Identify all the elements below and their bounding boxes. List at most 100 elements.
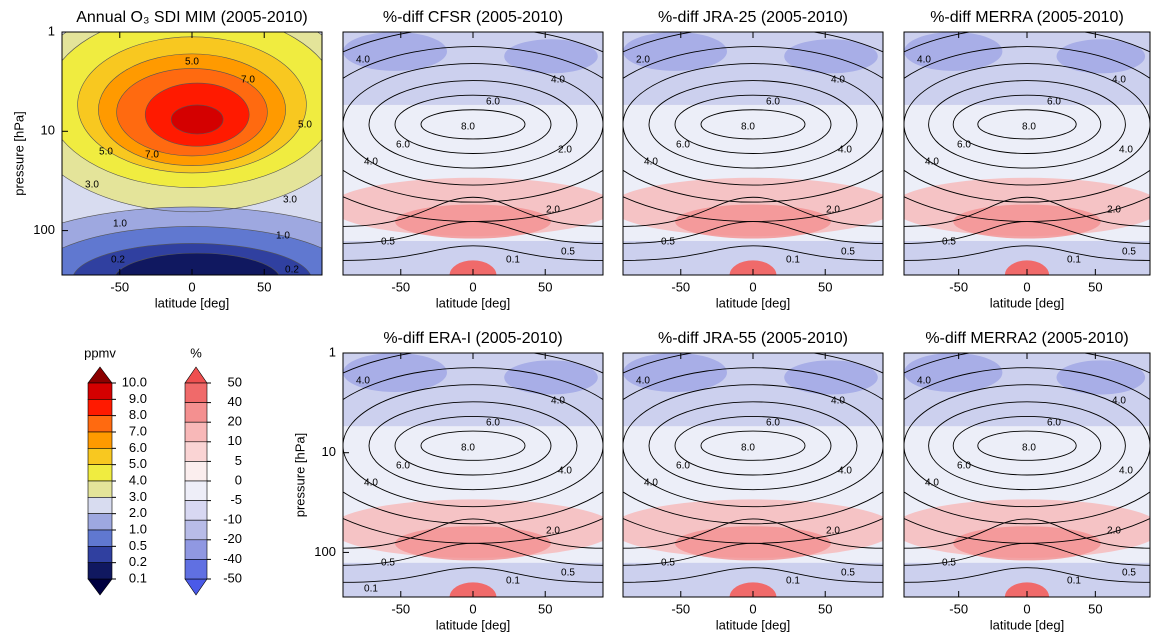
contour-label: 4.0 (1119, 145, 1133, 156)
colorbar-segment (87, 546, 113, 563)
colorbar-tick-label: 2.0 (129, 505, 147, 520)
contour-label: 4.0 (917, 55, 931, 66)
x-tick-label: -50 (391, 601, 410, 616)
contour-label: 4.0 (925, 157, 939, 168)
contour-label: 0.5 (841, 247, 855, 258)
contour-label: 6.0 (766, 97, 780, 108)
colorbar-segment (87, 480, 113, 498)
contour-label: 0.1 (786, 576, 800, 587)
colorbar-segment (184, 480, 208, 501)
contour-fill (674, 415, 832, 476)
contour-line (343, 245, 603, 261)
panel-title: %-diff MERRA (2005-2010) (930, 9, 1124, 26)
panel: 4.0 4.0 6.0 8.0 6.0 4.0 4.0 2.0 0.5 0.1 0.5 %-diff … (622, 330, 884, 632)
x-tick-label: 50 (257, 279, 271, 294)
y-tick-label: 1 (329, 344, 336, 359)
colorbar-tick-label: 4.0 (129, 472, 147, 487)
colorbar-tick-label: 20 (228, 414, 242, 429)
x-axis-label: latitude [deg] (716, 295, 790, 310)
contour-label: 2.0 (636, 55, 650, 66)
contour-line (904, 221, 1150, 244)
x-tick-label: 50 (1088, 601, 1102, 616)
colorbar-tick-label: 50 (228, 374, 242, 389)
colorbar-segment (184, 402, 208, 423)
contour-fill (977, 109, 1077, 140)
contour-line (343, 196, 603, 227)
x-axis-label: latitude [deg] (155, 295, 229, 310)
contour-label: 8.0 (741, 443, 755, 454)
x-tick-label: 0 (469, 601, 476, 616)
contour-label: 4.0 (925, 478, 939, 489)
contour-label: 6.0 (396, 461, 410, 472)
x-axis-label: latitude [deg] (716, 617, 790, 632)
colorbar-segment (87, 399, 113, 416)
contour-fill (171, 104, 224, 135)
contour-label: 4.0 (838, 466, 852, 477)
contour-label: 7.0 (241, 75, 255, 86)
colorbar-segment (184, 500, 208, 521)
contour-label: 6.0 (486, 97, 500, 108)
contour-label: 1.0 (113, 219, 127, 230)
contour-fill (62, 32, 322, 188)
contour-label: 0.1 (1067, 576, 1081, 587)
colorbar-tick-label: 0.2 (129, 554, 147, 569)
x-tick-label: -50 (391, 279, 410, 294)
colorbar-segment (87, 497, 113, 514)
contour-label: 0.5 (661, 237, 675, 248)
contour-fill (116, 68, 268, 157)
panel-title: %-diff JRA-25 (2005-2010) (658, 9, 848, 26)
contour-fill (343, 63, 603, 186)
panel-title: %-diff JRA-55 (2005-2010) (658, 330, 848, 347)
x-tick-label: 50 (1088, 279, 1102, 294)
contour-label: 0.5 (561, 568, 575, 579)
colorbar-segment (184, 519, 208, 541)
contour-label: 0.1 (506, 576, 520, 587)
colorbar-over (87, 366, 113, 384)
contour-line (904, 518, 1150, 549)
x-axis-label: latitude [deg] (990, 295, 1064, 310)
y-tick-label: 1 (48, 23, 55, 38)
contour-label: 6.0 (766, 418, 780, 429)
x-tick-label: -50 (949, 601, 968, 616)
contour-fill (449, 582, 497, 597)
contour-fill (623, 384, 883, 508)
colorbar-segment (87, 431, 113, 449)
contour-fill (623, 63, 883, 186)
colorbar-tick-label: 40 (228, 394, 242, 409)
contour-line (623, 567, 883, 583)
panel: 4.0 4.0 6.0 8.0 6.0 4.0 4.0 2.0 0.5 0.1 0.5 %-diff … (903, 330, 1151, 632)
y-tick-label: 10 (41, 123, 55, 138)
panel: 4.0 4.0 6.0 8.0 6.0 4.0 4.0 2.0 0.5 0.1 0.5 0.1 %-di… (292, 330, 604, 632)
colorbar-tick-label: -10 (223, 512, 242, 527)
x-tick-label: 0 (469, 279, 476, 294)
colorbar-under (184, 578, 208, 596)
contour-label: 0.5 (1122, 568, 1136, 579)
field (343, 353, 603, 597)
contour-label: 0.5 (942, 558, 956, 569)
colorbar-tick-label: 1.0 (129, 521, 147, 536)
colorbar-segment (87, 464, 113, 482)
contour-fill (420, 109, 526, 140)
contour-fill (170, 104, 224, 135)
contour-fill (904, 63, 1150, 186)
contour-line (343, 221, 603, 244)
contour-label: 4.0 (551, 75, 565, 86)
colorbar-tick-label: 8.0 (129, 407, 147, 422)
colorbar-tick-label: -5 (230, 492, 242, 507)
y-axis-label: pressure [hPa] (11, 111, 26, 196)
panel: 5.0 7.0 5.0 5.0 7.0 3.0 3.0 1.0 1.0 0.2 0.2 Annual … (11, 9, 323, 310)
contour-fill (343, 46, 603, 203)
contour-label: 6.0 (676, 140, 690, 151)
contour-fill (928, 80, 1126, 169)
x-tick-label: -50 (671, 601, 690, 616)
colorbar-segment (87, 562, 113, 580)
y-tick-label: 100 (33, 222, 55, 237)
contour-line (904, 542, 1150, 566)
colorbar-label: % (190, 345, 202, 360)
contour-line (343, 542, 603, 566)
field (343, 32, 603, 275)
contour-fill (904, 46, 1150, 203)
contour-label: 6.0 (486, 418, 500, 429)
contour-label: 6.0 (1047, 97, 1061, 108)
